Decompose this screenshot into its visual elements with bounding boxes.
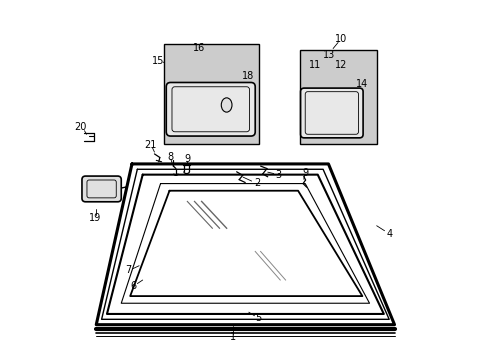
Text: 11: 11 <box>308 60 321 69</box>
FancyBboxPatch shape <box>166 82 255 136</box>
Text: 13: 13 <box>323 50 335 60</box>
Text: 21: 21 <box>144 140 157 150</box>
Text: 17: 17 <box>211 111 224 121</box>
Text: 14: 14 <box>356 78 368 89</box>
Text: 7: 7 <box>125 265 131 275</box>
Text: 9: 9 <box>184 154 190 163</box>
FancyBboxPatch shape <box>300 88 363 138</box>
Text: 8: 8 <box>167 152 174 162</box>
Text: 20: 20 <box>74 122 86 132</box>
Text: 6: 6 <box>130 282 136 292</box>
Text: 10: 10 <box>334 34 346 44</box>
Text: 12: 12 <box>334 60 346 69</box>
Text: 19: 19 <box>89 212 102 222</box>
FancyBboxPatch shape <box>82 176 121 202</box>
Text: 15: 15 <box>152 57 164 66</box>
Text: 2: 2 <box>253 178 260 188</box>
Text: 16: 16 <box>192 43 204 53</box>
Bar <box>299 50 376 144</box>
Text: 1: 1 <box>229 332 236 342</box>
Text: 18: 18 <box>242 71 254 81</box>
Text: 4: 4 <box>386 229 391 239</box>
Text: 9: 9 <box>302 168 307 178</box>
Text: 5: 5 <box>255 313 262 323</box>
Bar <box>164 44 258 144</box>
Text: 3: 3 <box>275 170 281 180</box>
Ellipse shape <box>221 98 231 112</box>
